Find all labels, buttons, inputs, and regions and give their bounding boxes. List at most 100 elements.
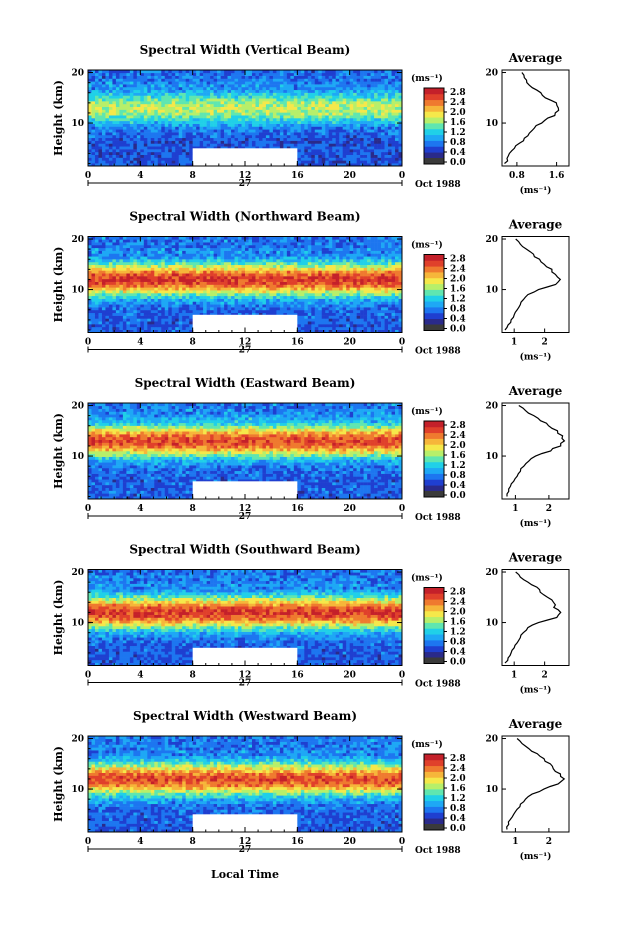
heatmap-cell bbox=[91, 151, 96, 155]
heatmap-cell bbox=[185, 84, 190, 88]
heatmap-cell bbox=[245, 84, 249, 88]
heatmap-cell bbox=[238, 84, 242, 88]
heatmap-cell bbox=[122, 273, 127, 277]
heatmap-cell bbox=[227, 70, 232, 74]
heatmap-cell bbox=[171, 95, 176, 99]
heatmap-cell bbox=[154, 103, 159, 107]
heatmap-cell bbox=[314, 129, 319, 133]
heatmap-cell bbox=[328, 112, 333, 116]
heatmap-cell bbox=[255, 95, 260, 99]
heatmap-cell bbox=[269, 81, 274, 85]
heatmap-cell bbox=[300, 163, 305, 167]
heatmap-cell bbox=[136, 284, 141, 288]
heatmap-cell bbox=[283, 92, 288, 96]
heatmap-cell bbox=[105, 81, 110, 85]
heatmap-cell bbox=[245, 290, 249, 294]
heatmap-cell bbox=[182, 146, 186, 150]
heatmap-cell bbox=[286, 298, 291, 302]
heatmap-cell bbox=[220, 140, 225, 144]
heatmap-cell bbox=[374, 101, 378, 105]
heatmap-cell bbox=[126, 143, 131, 147]
heatmap-cell bbox=[224, 118, 228, 122]
heatmap-cell bbox=[161, 309, 166, 314]
heatmap-cell bbox=[196, 98, 200, 102]
heatmap-cell bbox=[136, 146, 141, 150]
heatmap-cell bbox=[388, 95, 392, 99]
heatmap-cell bbox=[154, 278, 159, 282]
heatmap-cell bbox=[395, 309, 399, 314]
heatmap-cell bbox=[335, 134, 340, 139]
heatmap-cell bbox=[328, 149, 333, 153]
heatmap-cell bbox=[196, 309, 200, 314]
heatmap-cell bbox=[367, 154, 371, 158]
heatmap-cell bbox=[262, 115, 267, 119]
x-tick-label: 12 bbox=[239, 171, 252, 181]
heatmap-cell bbox=[258, 301, 263, 305]
heatmap-cell bbox=[293, 95, 298, 99]
heatmap-cell bbox=[147, 118, 152, 122]
heatmap-cell bbox=[258, 89, 263, 93]
heatmap-cell bbox=[91, 126, 96, 130]
heatmap-cell bbox=[384, 284, 389, 288]
heatmap-cell bbox=[213, 129, 218, 133]
heatmap-cell bbox=[297, 326, 302, 330]
heatmap-cell bbox=[307, 143, 312, 147]
heatmap-cell bbox=[115, 72, 120, 76]
heatmap-cell bbox=[91, 329, 96, 333]
heatmap-cell bbox=[136, 315, 141, 319]
heatmap-cell bbox=[384, 95, 389, 99]
heatmap-cell bbox=[363, 134, 368, 139]
heatmap-cell bbox=[171, 70, 176, 74]
heatmap-cell bbox=[349, 321, 354, 325]
heatmap-cell bbox=[108, 120, 113, 124]
heatmap-cell bbox=[154, 75, 159, 79]
heatmap-cell bbox=[119, 134, 124, 139]
heatmap-cell bbox=[367, 134, 371, 139]
heatmap-cell bbox=[220, 307, 225, 311]
heatmap-cell bbox=[161, 304, 166, 308]
heatmap-cell bbox=[356, 307, 361, 311]
heatmap-cell bbox=[297, 307, 302, 311]
heatmap-cell bbox=[175, 70, 180, 74]
heatmap-cell bbox=[175, 329, 180, 333]
heatmap-cell bbox=[98, 284, 103, 288]
heatmap-cell bbox=[335, 120, 340, 124]
heatmap-cell bbox=[269, 118, 274, 122]
heatmap-cell bbox=[321, 143, 326, 147]
heatmap-cell bbox=[168, 103, 173, 107]
heatmap-cell bbox=[321, 132, 326, 136]
heatmap-cell bbox=[363, 276, 368, 280]
heatmap-cell bbox=[115, 143, 120, 147]
heatmap-cell bbox=[363, 95, 368, 99]
heatmap-cell bbox=[182, 326, 186, 330]
heatmap-cell bbox=[356, 123, 361, 127]
heatmap-cell bbox=[265, 78, 270, 82]
y-tick-label: 20 bbox=[71, 69, 84, 79]
heatmap-cell bbox=[283, 295, 288, 299]
heatmap-cell bbox=[161, 137, 166, 141]
heatmap-cell bbox=[119, 146, 124, 150]
heatmap-cell bbox=[147, 134, 152, 139]
heatmap-cell bbox=[119, 132, 124, 136]
heatmap-cell bbox=[189, 118, 193, 122]
heatmap-cell bbox=[367, 276, 371, 280]
heatmap-cell bbox=[311, 154, 316, 158]
heatmap-cell bbox=[147, 84, 152, 88]
heatmap-cell bbox=[213, 140, 218, 144]
heatmap-cell bbox=[314, 89, 319, 93]
heatmap-cell bbox=[115, 149, 120, 153]
heatmap-cell bbox=[353, 154, 357, 158]
heatmap-cell bbox=[161, 72, 166, 76]
heatmap-cell bbox=[279, 146, 284, 150]
heatmap-cell bbox=[286, 118, 291, 122]
heatmap-cell bbox=[286, 137, 291, 141]
heatmap-cell bbox=[374, 292, 378, 297]
heatmap-cell bbox=[381, 132, 385, 136]
heatmap-cell bbox=[234, 75, 239, 79]
heatmap-cell bbox=[272, 137, 277, 141]
heatmap-cell bbox=[388, 321, 392, 325]
heatmap-cell bbox=[210, 89, 214, 93]
heatmap-cell bbox=[119, 309, 124, 314]
heatmap-cell bbox=[154, 315, 159, 319]
